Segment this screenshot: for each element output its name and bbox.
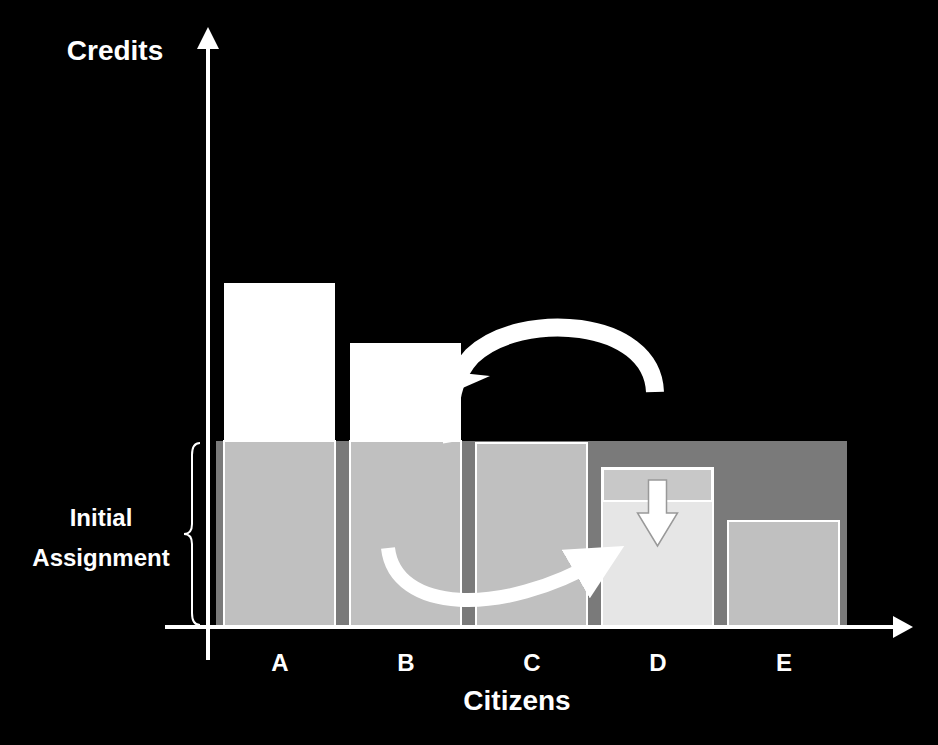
svg-text:Citizens: Citizens — [463, 685, 570, 716]
svg-text:B: B — [397, 649, 414, 676]
svg-text:D: D — [649, 649, 666, 676]
svg-text:Credits: Credits — [67, 35, 163, 66]
svg-text:InitialAssignment: InitialAssignment — [32, 504, 169, 571]
svg-text:C: C — [523, 649, 540, 676]
svg-text:A: A — [271, 649, 288, 676]
svg-text:E: E — [776, 649, 792, 676]
